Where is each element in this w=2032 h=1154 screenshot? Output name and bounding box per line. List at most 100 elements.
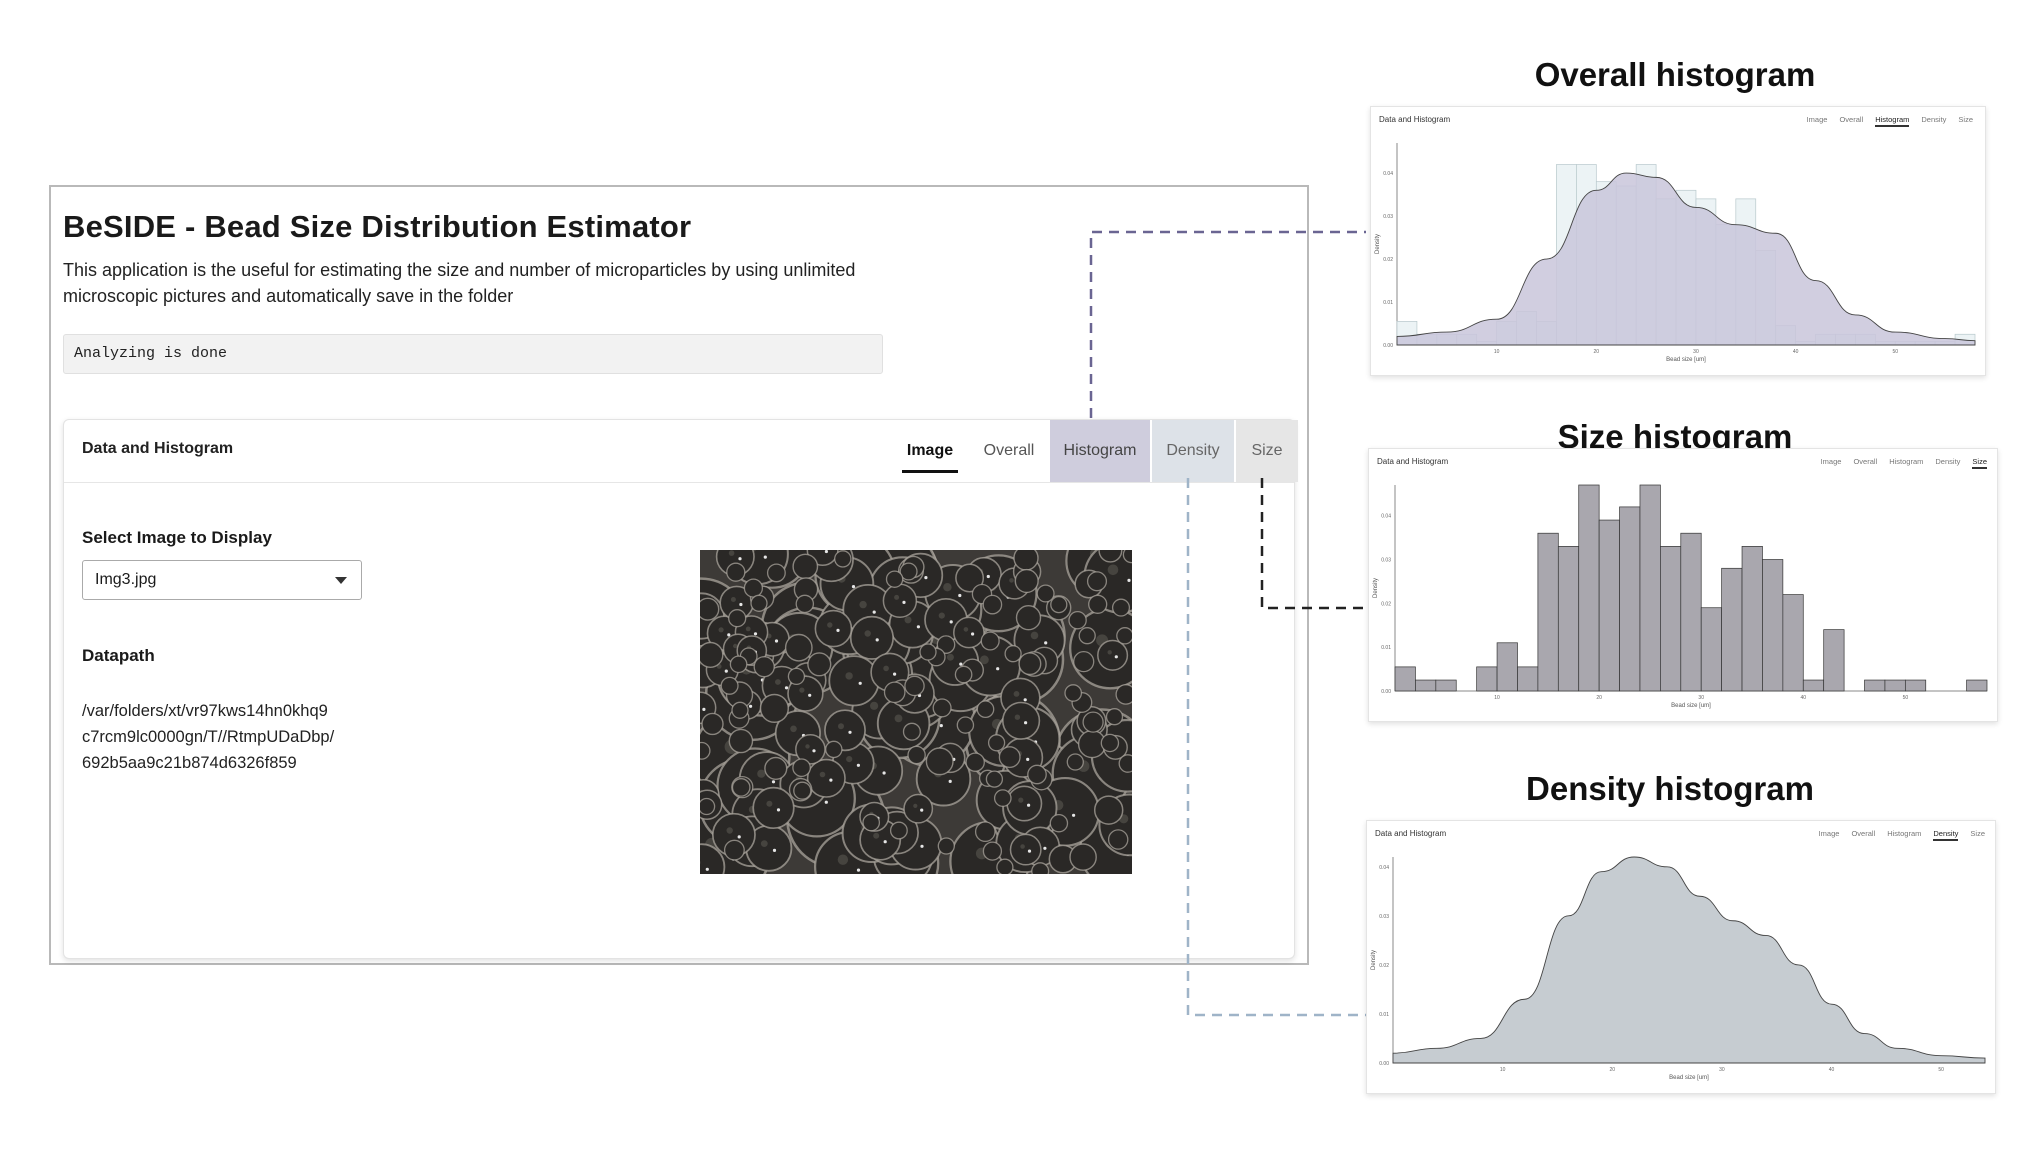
y-axis-label: Density [1373,578,1379,598]
bead-glint [948,779,952,783]
panel-tab-image[interactable]: Image [1820,457,1842,466]
bead [720,676,739,695]
bead [728,728,754,754]
density-curve [1392,856,1986,1064]
bead [1100,733,1120,753]
panel-tab-overall[interactable]: Overall [1839,115,1864,124]
bead-glint [829,778,833,782]
bead-image [700,550,1132,874]
bead [862,813,881,832]
panel-title: Data and Histogram [1379,115,1451,124]
density-chart: 0.00 0.01 0.02 0.03 0.04 10 20 30 40 50 Bead size … [1371,856,1986,1081]
bead [1014,568,1039,594]
tab-density[interactable]: Density [1152,420,1234,482]
bead-glint [774,639,779,643]
histogram-bar [1557,546,1580,692]
bead [787,667,806,686]
panel-tab-image[interactable]: Image [1806,115,1828,124]
bead [1066,753,1084,771]
density-histogram-heading: Density histogram [1526,770,1814,807]
bead-glint [702,707,706,711]
bead-glint [848,730,852,734]
bead-glint [772,848,777,852]
tab-histogram[interactable]: Histogram [1050,420,1150,482]
bead [766,563,786,583]
size-chart: 0.00 0.01 0.02 0.03 0.04 10 20 30 40 50 Bead size … [1373,484,1988,709]
bead [731,778,751,797]
bead [1122,550,1132,564]
app-description: This application is the useful for estim… [63,260,856,306]
bead [976,700,995,719]
datapath-value: /var/folders/xt/vr97kws14hn0khq9 c7rcm9l… [82,698,382,776]
bead-glint [1044,641,1048,645]
bead-glint [1023,698,1027,702]
bead-highlight [1107,650,1112,655]
bead-glint [776,808,781,812]
bead [700,741,711,760]
bead-glint [812,749,816,753]
bead-glint [893,672,897,676]
x-tick-label: 10 [1494,349,1500,355]
x-axis-label: Bead size [um] [1669,1075,1709,1081]
bead [982,594,1003,615]
connector-density [1186,478,1366,1017]
bead [759,693,790,724]
bead [726,562,746,582]
bead-glint [920,808,924,812]
panel-tab-size[interactable]: Size [1972,457,1987,469]
bead-highlight [894,594,900,600]
card-header: Data and Histogram Image Overall Histogr… [64,420,1298,483]
histogram-bar [1904,679,1927,692]
bead-glint [920,844,924,848]
bead-highlight [904,616,912,624]
bead-highlight [805,744,810,749]
bead-highlight [846,756,853,763]
x-tick-label: 50 [1903,695,1909,701]
bead-glint [738,557,742,561]
bead-highlight [946,653,954,661]
panel-tab-size[interactable]: Size [1958,115,1973,124]
bead [993,789,1012,807]
bead [700,843,726,874]
bead-glint [971,632,975,636]
panel-tab-density[interactable]: Density [1933,829,1959,841]
panel-tab-size[interactable]: Size [1970,829,1985,838]
y-tick-label: 0.01 [1379,1012,1389,1018]
panel-tab-overall[interactable]: Overall [1853,457,1878,466]
panel-tab-density[interactable]: Density [1935,457,1961,466]
bead-highlight [1030,631,1039,640]
x-tick-label: 20 [1609,1067,1615,1073]
histogram-bar [1741,546,1763,692]
select-image-label: Select Image to Display [82,528,272,547]
bead [729,655,748,674]
panel-tab-histogram[interactable]: Histogram [1889,457,1924,466]
bead-glint [749,704,753,708]
image-select-value: Img3.jpg [95,571,157,588]
panel-tab-image[interactable]: Image [1818,829,1840,838]
bead-highlight [760,840,768,847]
card-title: Data and Histogram [82,440,234,457]
histogram-bar [1782,594,1804,692]
bead [1097,639,1129,671]
bead [824,709,866,752]
y-tick-label: 0.03 [1381,558,1391,564]
panel-tab-histogram[interactable]: Histogram [1875,115,1910,127]
bead [985,770,1004,788]
tab-overall[interactable]: Overall [983,442,1035,459]
bead-glint [824,550,828,554]
bead-highlight [864,630,871,637]
tab-size[interactable]: Size [1236,420,1298,482]
density-panel: Data and Histogram Image Overall Histogram… [1366,820,1996,1094]
y-axis-label: Density [1371,950,1377,970]
tab-image[interactable]: Image [900,420,960,482]
panel-tab-histogram[interactable]: Histogram [1887,829,1922,838]
bead-highlight [1018,797,1024,803]
bead [1015,604,1042,631]
bead [764,756,788,780]
y-tick-label: 0.02 [1381,601,1391,607]
panel-tab-overall[interactable]: Overall [1851,829,1876,838]
image-select[interactable]: Img3.jpg [82,560,362,600]
panel-tab-density[interactable]: Density [1921,115,1947,124]
bead [1118,754,1132,773]
bead-glint [986,574,990,579]
